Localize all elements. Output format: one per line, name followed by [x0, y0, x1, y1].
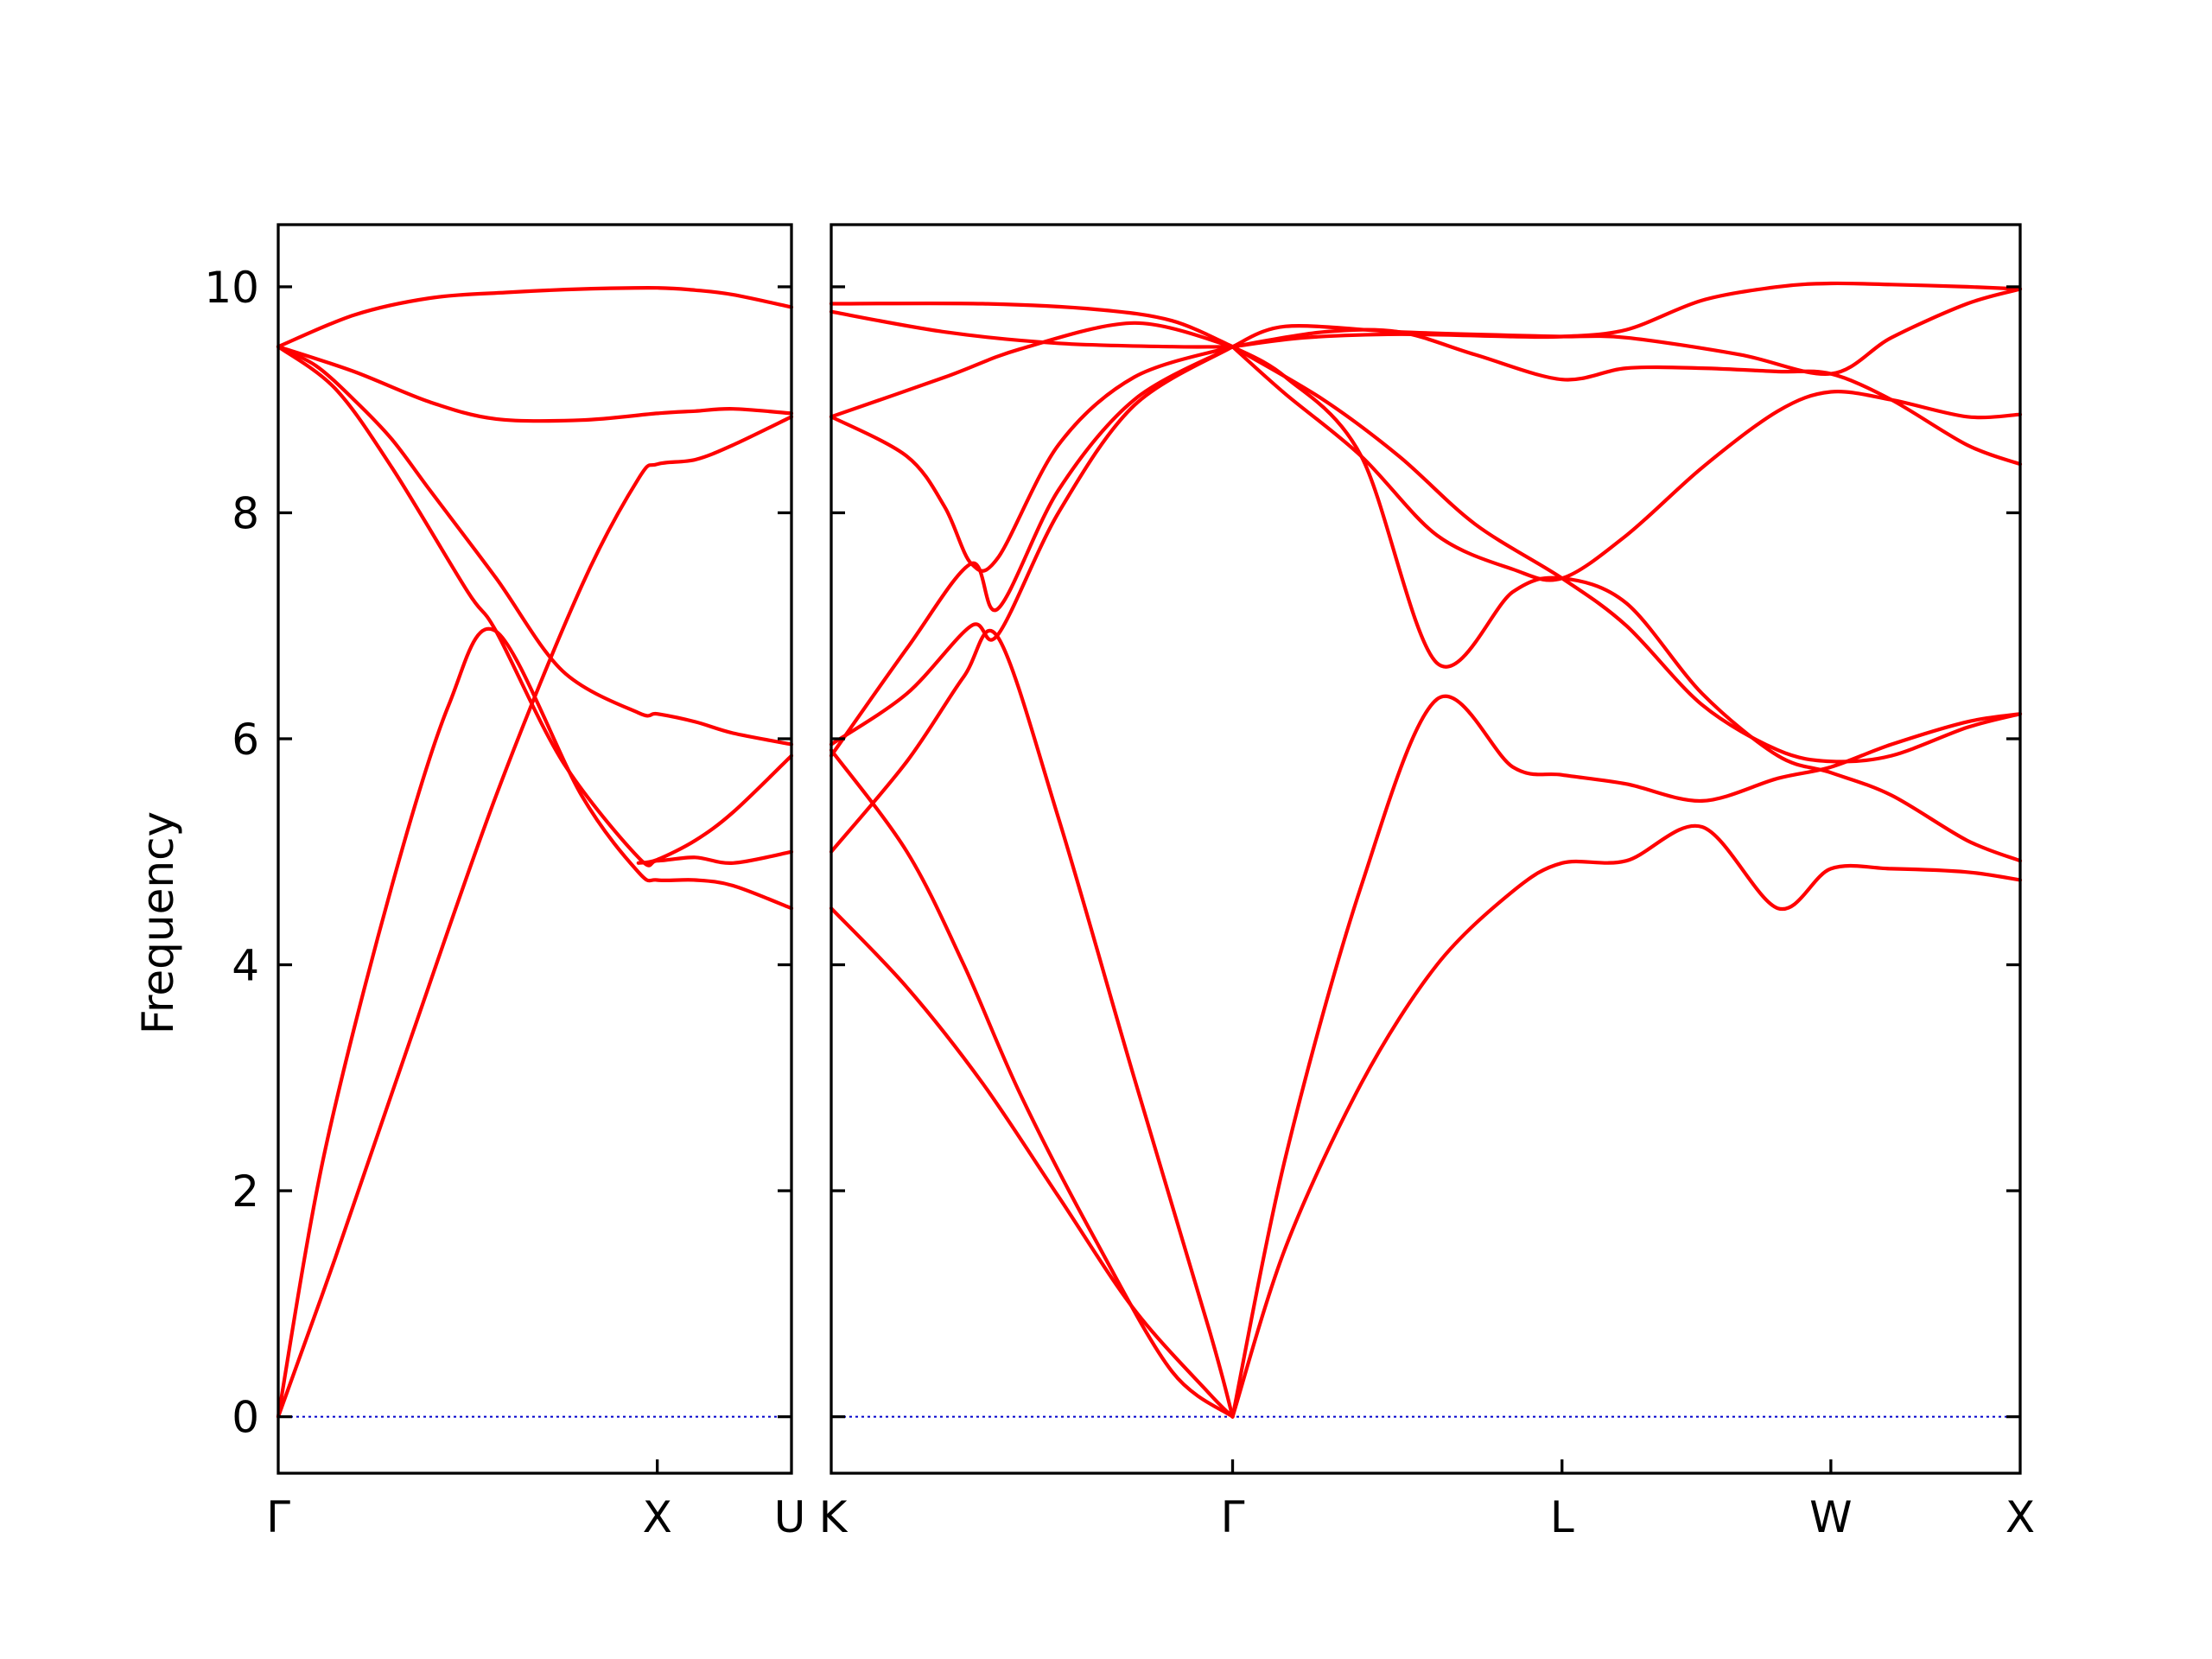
band-line [1230, 694, 2023, 1419]
band-line [636, 753, 794, 865]
x-tick-label: X [2005, 1492, 2035, 1542]
band-line [829, 345, 1235, 747]
panels-layer: 0 2 4 6 8 10 Γ X U K Γ L W X [204, 223, 2035, 1542]
x-tick-label: Γ [1221, 1492, 1245, 1542]
band-line [829, 628, 1235, 1419]
y-tick-label: 6 [232, 715, 259, 765]
y-tick-label: 0 [232, 1393, 259, 1443]
band-line [829, 748, 1235, 1419]
band-line [829, 309, 1235, 349]
band-line [829, 301, 1235, 349]
band-line [1230, 327, 2023, 467]
y-tick-label: 2 [232, 1166, 259, 1217]
y-tick-label: 4 [232, 941, 259, 991]
y-tick-label: 10 [204, 263, 259, 313]
panel-frame [830, 223, 2022, 1475]
band-line [829, 345, 1235, 573]
band-line [1230, 345, 2023, 764]
band-line [1230, 287, 2023, 377]
x-tick-label: Γ [266, 1492, 290, 1542]
band-line [1230, 281, 2023, 349]
x-tick-label: K [819, 1492, 849, 1542]
band-line [276, 345, 794, 747]
panel-1: 0 2 4 6 8 10 Γ X U [204, 223, 806, 1542]
band-line [1230, 823, 2023, 1419]
y-axis-label: Frequency [133, 811, 183, 1034]
band-line [276, 345, 794, 868]
x-tick-label: U [774, 1492, 806, 1542]
x-tick-label: L [1550, 1492, 1574, 1542]
x-tick-label: W [1809, 1492, 1852, 1542]
band-line [829, 906, 1235, 1419]
band-line [1230, 345, 2023, 582]
panel-frame [276, 223, 793, 1475]
band-line [276, 345, 794, 423]
band-line [276, 286, 794, 349]
x-tick-label: X [643, 1492, 672, 1542]
band-line [276, 415, 794, 1419]
band-line [829, 321, 1235, 419]
band-line [276, 626, 794, 1419]
band-line [829, 345, 1235, 758]
y-tick-label: 8 [232, 488, 259, 538]
